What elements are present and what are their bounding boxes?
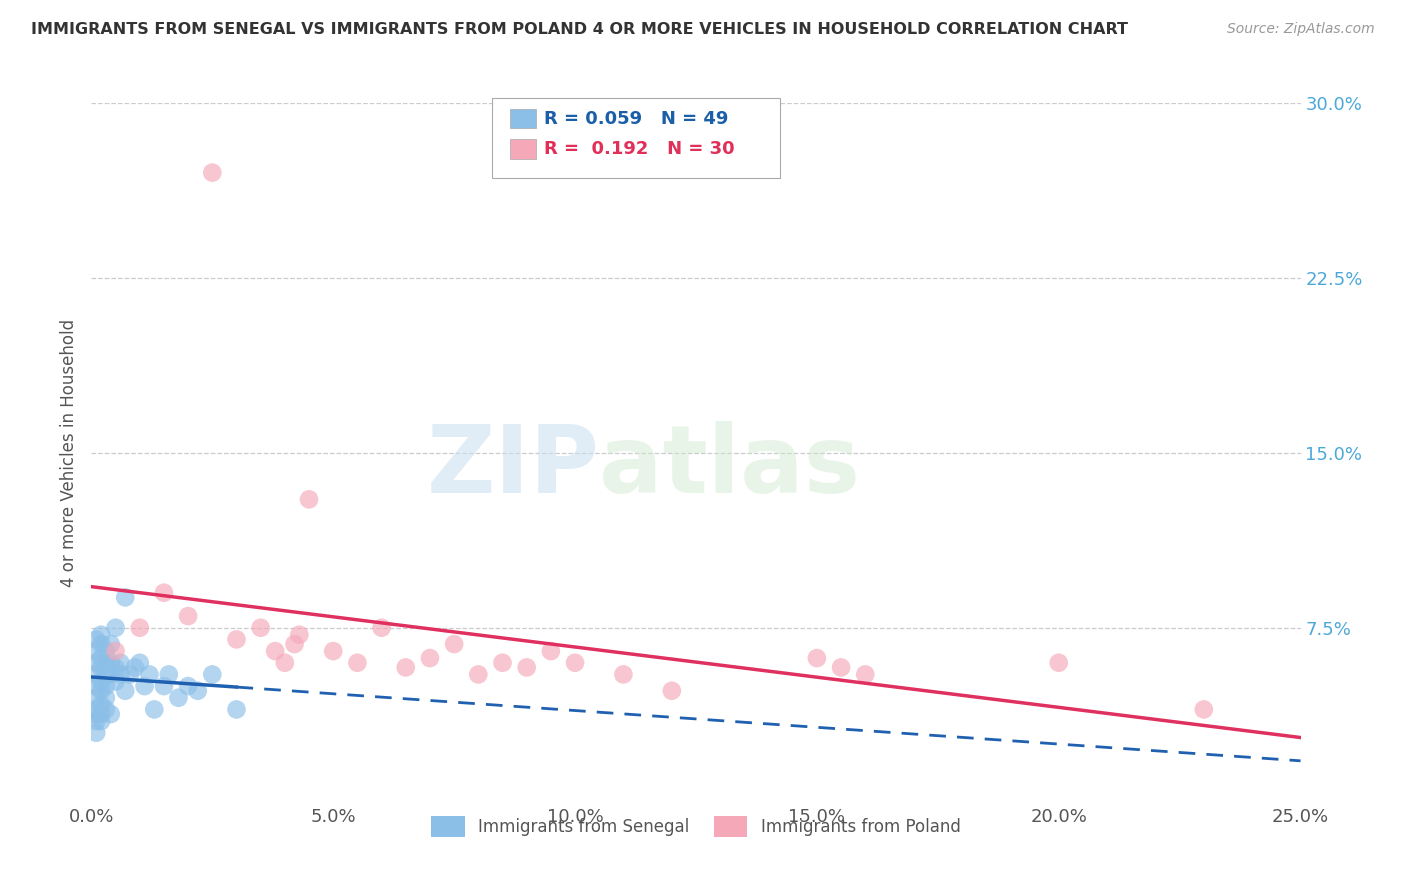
Point	[346, 656, 368, 670]
Point	[288, 628, 311, 642]
Point	[143, 702, 166, 716]
Point	[177, 609, 200, 624]
Text: Source: ZipAtlas.com: Source: ZipAtlas.com	[1227, 22, 1375, 37]
Point	[90, 683, 112, 698]
Point	[564, 656, 586, 670]
Point	[84, 690, 107, 705]
Point	[100, 637, 122, 651]
Point	[90, 628, 112, 642]
Point	[806, 651, 828, 665]
Point	[274, 656, 297, 670]
Point	[94, 702, 117, 716]
Point	[84, 656, 107, 670]
Point	[104, 621, 127, 635]
Point	[1047, 656, 1070, 670]
Point	[110, 656, 132, 670]
Point	[249, 621, 271, 635]
Point	[153, 585, 176, 599]
Point	[177, 679, 200, 693]
Point	[94, 690, 117, 705]
Point	[661, 683, 683, 698]
Point	[516, 660, 538, 674]
Text: atlas: atlas	[599, 421, 860, 513]
Point	[114, 591, 136, 605]
Text: R =  0.192   N = 30: R = 0.192 N = 30	[544, 140, 735, 158]
Point	[90, 698, 112, 712]
Point	[124, 660, 146, 674]
Point	[134, 679, 156, 693]
Point	[84, 702, 107, 716]
Point	[84, 707, 107, 722]
Point	[443, 637, 465, 651]
Point	[90, 707, 112, 722]
Point	[225, 702, 247, 716]
Point	[264, 644, 287, 658]
Point	[1192, 702, 1215, 716]
Text: IMMIGRANTS FROM SENEGAL VS IMMIGRANTS FROM POLAND 4 OR MORE VEHICLES IN HOUSEHOL: IMMIGRANTS FROM SENEGAL VS IMMIGRANTS FR…	[31, 22, 1128, 37]
Point	[201, 166, 224, 180]
Point	[114, 683, 136, 698]
Point	[84, 714, 107, 728]
Point	[853, 667, 876, 681]
Text: R = 0.059   N = 49: R = 0.059 N = 49	[544, 110, 728, 128]
Point	[84, 667, 107, 681]
Point	[120, 667, 142, 681]
Point	[94, 644, 117, 658]
Point	[94, 656, 117, 670]
Point	[94, 679, 117, 693]
Point	[110, 667, 132, 681]
Point	[540, 644, 562, 658]
Point	[104, 644, 127, 658]
Point	[84, 644, 107, 658]
Point	[491, 656, 513, 670]
Point	[830, 660, 852, 674]
Point	[138, 667, 160, 681]
Point	[201, 667, 224, 681]
Point	[100, 707, 122, 722]
Text: ZIP: ZIP	[426, 421, 599, 513]
Point	[467, 667, 489, 681]
Point	[84, 679, 107, 693]
Point	[370, 621, 392, 635]
Legend: Immigrants from Senegal, Immigrants from Poland: Immigrants from Senegal, Immigrants from…	[425, 810, 967, 844]
Point	[90, 651, 112, 665]
Point	[153, 679, 176, 693]
Point	[322, 644, 344, 658]
Point	[84, 632, 107, 647]
Point	[298, 492, 321, 507]
Y-axis label: 4 or more Vehicles in Household: 4 or more Vehicles in Household	[59, 318, 77, 587]
Point	[283, 637, 305, 651]
Point	[157, 667, 180, 681]
Point	[167, 690, 190, 705]
Point	[612, 667, 634, 681]
Point	[104, 674, 127, 689]
Point	[128, 621, 150, 635]
Point	[395, 660, 418, 674]
Point	[90, 714, 112, 728]
Point	[90, 637, 112, 651]
Point	[84, 726, 107, 740]
Point	[100, 656, 122, 670]
Point	[128, 656, 150, 670]
Point	[187, 683, 209, 698]
Point	[104, 660, 127, 674]
Point	[90, 660, 112, 674]
Point	[419, 651, 441, 665]
Point	[94, 667, 117, 681]
Point	[90, 674, 112, 689]
Point	[100, 667, 122, 681]
Point	[225, 632, 247, 647]
